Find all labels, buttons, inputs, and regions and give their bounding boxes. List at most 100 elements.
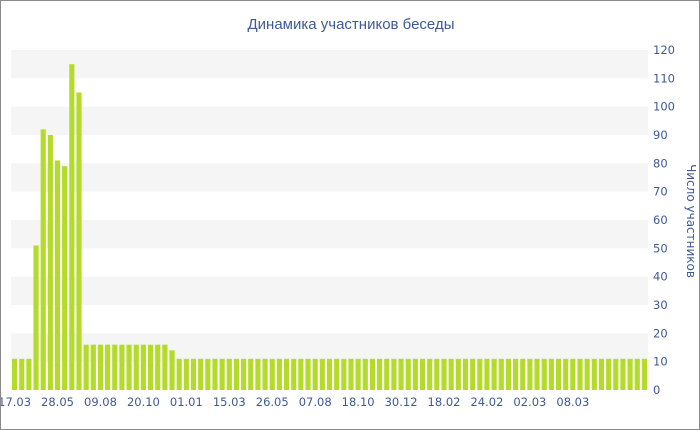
bar <box>183 358 189 390</box>
bar <box>606 358 612 390</box>
bar <box>198 358 204 390</box>
y-tick-label: 100 <box>653 100 675 114</box>
bar <box>548 358 554 390</box>
bar <box>255 358 261 390</box>
bar <box>455 358 461 390</box>
bar <box>326 358 333 390</box>
bar <box>69 64 75 391</box>
x-tick-label: 17.03 <box>1 395 31 409</box>
x-tick-label: 24.02 <box>470 395 503 409</box>
bar <box>90 344 96 390</box>
bar <box>348 358 354 390</box>
x-tick-label: 28.05 <box>41 395 74 409</box>
grid-band <box>11 50 648 79</box>
bar <box>212 358 218 390</box>
grid-band <box>11 106 648 135</box>
x-tick-label: 07.08 <box>299 395 332 409</box>
bar <box>641 358 647 390</box>
y-tick-label: 80 <box>653 156 668 170</box>
y-tick-label: 120 <box>653 43 675 57</box>
bar <box>570 358 576 390</box>
bar <box>97 344 104 390</box>
bar <box>427 358 433 390</box>
bar <box>33 245 39 390</box>
bar <box>419 358 426 390</box>
x-tick-label: 01.01 <box>170 395 203 409</box>
bar <box>319 358 325 390</box>
y-tick-label: 90 <box>653 128 668 142</box>
bar <box>377 358 383 390</box>
bar <box>226 358 232 390</box>
bar <box>205 358 211 390</box>
bar <box>362 358 368 390</box>
bar <box>140 344 146 390</box>
bar <box>627 358 633 390</box>
y-tick-label: 110 <box>653 71 675 85</box>
bar <box>219 358 225 390</box>
x-tick-label: 30.12 <box>385 395 418 409</box>
x-tick-label: 09.08 <box>84 395 117 409</box>
bar <box>19 358 25 390</box>
bar <box>105 344 111 390</box>
bar <box>147 344 154 390</box>
bar <box>176 358 182 390</box>
y-axis-label: Число участников <box>684 164 698 278</box>
bar <box>62 166 68 390</box>
bar <box>119 344 125 390</box>
y-axis-ticks: 0 10 20 30 40 50 60 70 80 90 100 110 120 <box>653 43 675 397</box>
bar <box>541 358 547 390</box>
bar <box>398 358 404 390</box>
bars <box>12 64 647 391</box>
x-tick-label: 26.05 <box>256 395 289 409</box>
bar <box>248 358 254 390</box>
bar <box>276 358 282 390</box>
y-tick-label: 70 <box>653 185 668 199</box>
bar <box>291 358 297 390</box>
bar <box>584 358 590 390</box>
bar <box>470 358 476 390</box>
bar <box>341 358 347 390</box>
bar <box>520 358 526 390</box>
bar <box>484 358 490 390</box>
bar <box>190 358 197 390</box>
bar <box>54 160 61 390</box>
bar <box>405 358 411 390</box>
y-tick-label: 40 <box>653 270 668 284</box>
bar <box>298 358 304 390</box>
bar <box>384 358 390 390</box>
bar <box>126 344 132 390</box>
x-tick-label: 15.03 <box>213 395 246 409</box>
x-tick-label: 18.02 <box>428 395 461 409</box>
bar <box>634 358 640 390</box>
bar <box>412 358 418 390</box>
bar <box>233 358 240 390</box>
bar <box>620 358 626 390</box>
bar <box>391 358 397 390</box>
bar <box>577 358 583 390</box>
y-tick-label: 60 <box>653 213 668 227</box>
x-tick-label: 02.03 <box>513 395 546 409</box>
bar <box>505 358 512 390</box>
bar <box>26 358 32 390</box>
bar <box>47 135 53 390</box>
bar <box>598 358 605 390</box>
bar <box>462 358 469 390</box>
bar <box>162 344 168 390</box>
bar <box>269 358 275 390</box>
bar <box>133 344 139 390</box>
bar <box>448 358 454 390</box>
bar <box>169 350 175 390</box>
grid-band <box>11 220 648 249</box>
grid-band <box>11 163 648 192</box>
x-axis-ticks: 17.03 28.05 09.08 20.10 01.01 15.03 26.05 07.08… <box>1 395 589 409</box>
x-tick-label: 08.03 <box>556 395 589 409</box>
grid-band <box>11 276 648 305</box>
x-tick-label: 18.10 <box>342 395 375 409</box>
bar <box>262 358 268 390</box>
bar <box>441 358 447 390</box>
bar <box>477 358 483 390</box>
y-tick-label: 10 <box>653 355 668 369</box>
y-tick-label: 0 <box>653 383 660 397</box>
bar <box>613 358 619 390</box>
